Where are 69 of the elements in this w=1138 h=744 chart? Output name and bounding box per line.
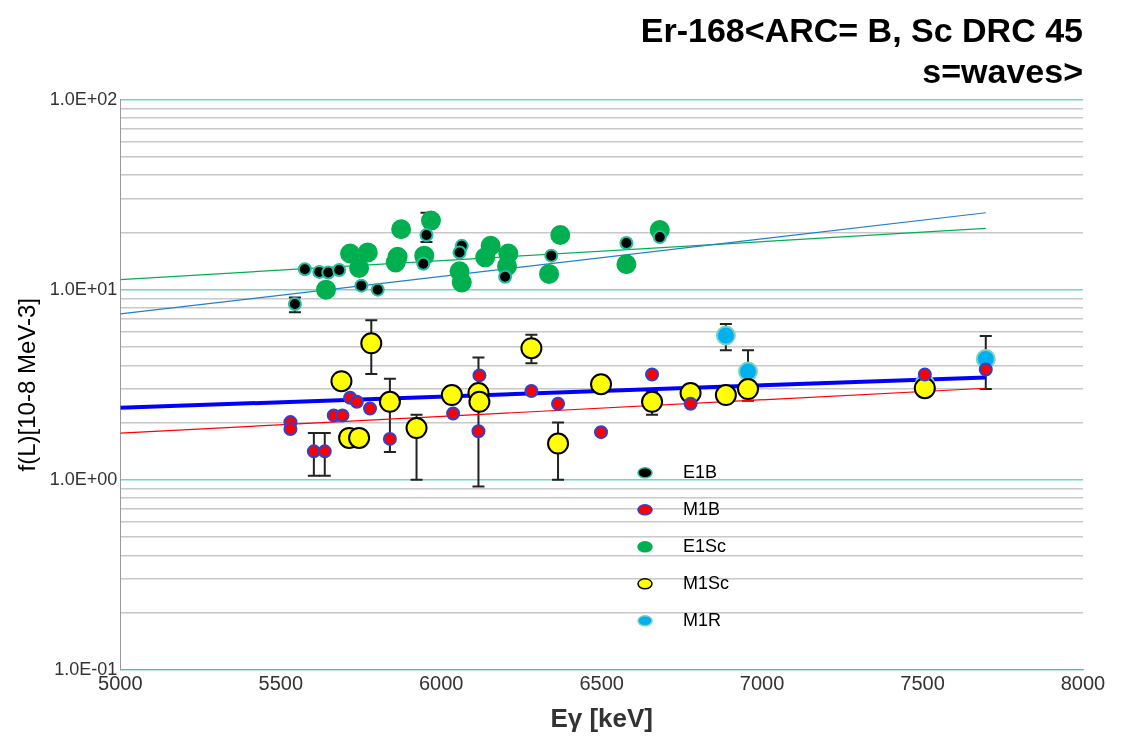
point xyxy=(378,390,401,413)
legend-label: M1B xyxy=(683,498,721,519)
point xyxy=(416,256,431,271)
legend-label: E1B xyxy=(683,461,718,482)
point xyxy=(370,282,385,297)
legend-label: E1Sc xyxy=(683,535,727,556)
point xyxy=(468,390,491,413)
point xyxy=(551,396,566,411)
point xyxy=(440,384,463,407)
point xyxy=(360,332,383,355)
point xyxy=(451,272,472,293)
point xyxy=(645,367,660,382)
point xyxy=(550,224,571,245)
point xyxy=(349,258,370,279)
point xyxy=(452,245,467,260)
y-tick-label: 1.0E+01 xyxy=(49,278,118,299)
point xyxy=(335,408,350,423)
point xyxy=(715,325,736,346)
point xyxy=(524,384,539,398)
point xyxy=(349,394,364,409)
point xyxy=(382,431,397,446)
point xyxy=(348,426,371,449)
point xyxy=(978,362,993,377)
point xyxy=(446,406,461,421)
point xyxy=(317,444,332,459)
y-axis-title: f(L)[10-8 MeV-3] xyxy=(13,298,41,472)
point xyxy=(332,262,347,277)
x-axis-title: Eγ [keV] xyxy=(550,702,653,733)
point xyxy=(420,210,441,231)
point xyxy=(539,263,560,284)
point xyxy=(683,396,698,411)
point xyxy=(391,219,412,240)
legend-label: M1R xyxy=(683,609,722,630)
x-tick-label: 5500 xyxy=(258,672,304,695)
y-tick-label: 1.0E+02 xyxy=(49,88,118,109)
point xyxy=(714,384,737,407)
point xyxy=(738,361,758,382)
point xyxy=(652,230,667,245)
point xyxy=(547,432,570,455)
point xyxy=(544,248,559,263)
point xyxy=(297,262,312,277)
x-tick-label: 8000 xyxy=(1060,672,1106,695)
point xyxy=(917,367,932,382)
point xyxy=(357,242,378,263)
point xyxy=(419,227,434,242)
point xyxy=(913,377,936,400)
point xyxy=(475,247,496,268)
point xyxy=(619,236,634,250)
y-tick-label: 1.0E+00 xyxy=(49,468,118,489)
point xyxy=(354,278,369,293)
x-tick-label: 6500 xyxy=(579,672,624,695)
point xyxy=(520,337,543,360)
point xyxy=(616,254,637,275)
point xyxy=(594,425,609,440)
point xyxy=(590,373,613,396)
point xyxy=(405,417,428,440)
chart-title: Er-168<ARC= B, Sc DRC 45 s=waves> xyxy=(640,10,1083,90)
point xyxy=(498,269,513,284)
legend-label: M1Sc xyxy=(683,572,730,593)
x-tick-label: 6000 xyxy=(418,672,464,695)
point xyxy=(283,421,298,436)
point xyxy=(363,401,378,416)
x-tick-label: 7500 xyxy=(900,672,945,695)
point xyxy=(471,424,486,439)
point xyxy=(472,368,487,383)
point xyxy=(737,378,759,401)
point xyxy=(330,370,353,393)
x-tick-label: 7000 xyxy=(739,672,785,695)
point xyxy=(316,279,337,300)
